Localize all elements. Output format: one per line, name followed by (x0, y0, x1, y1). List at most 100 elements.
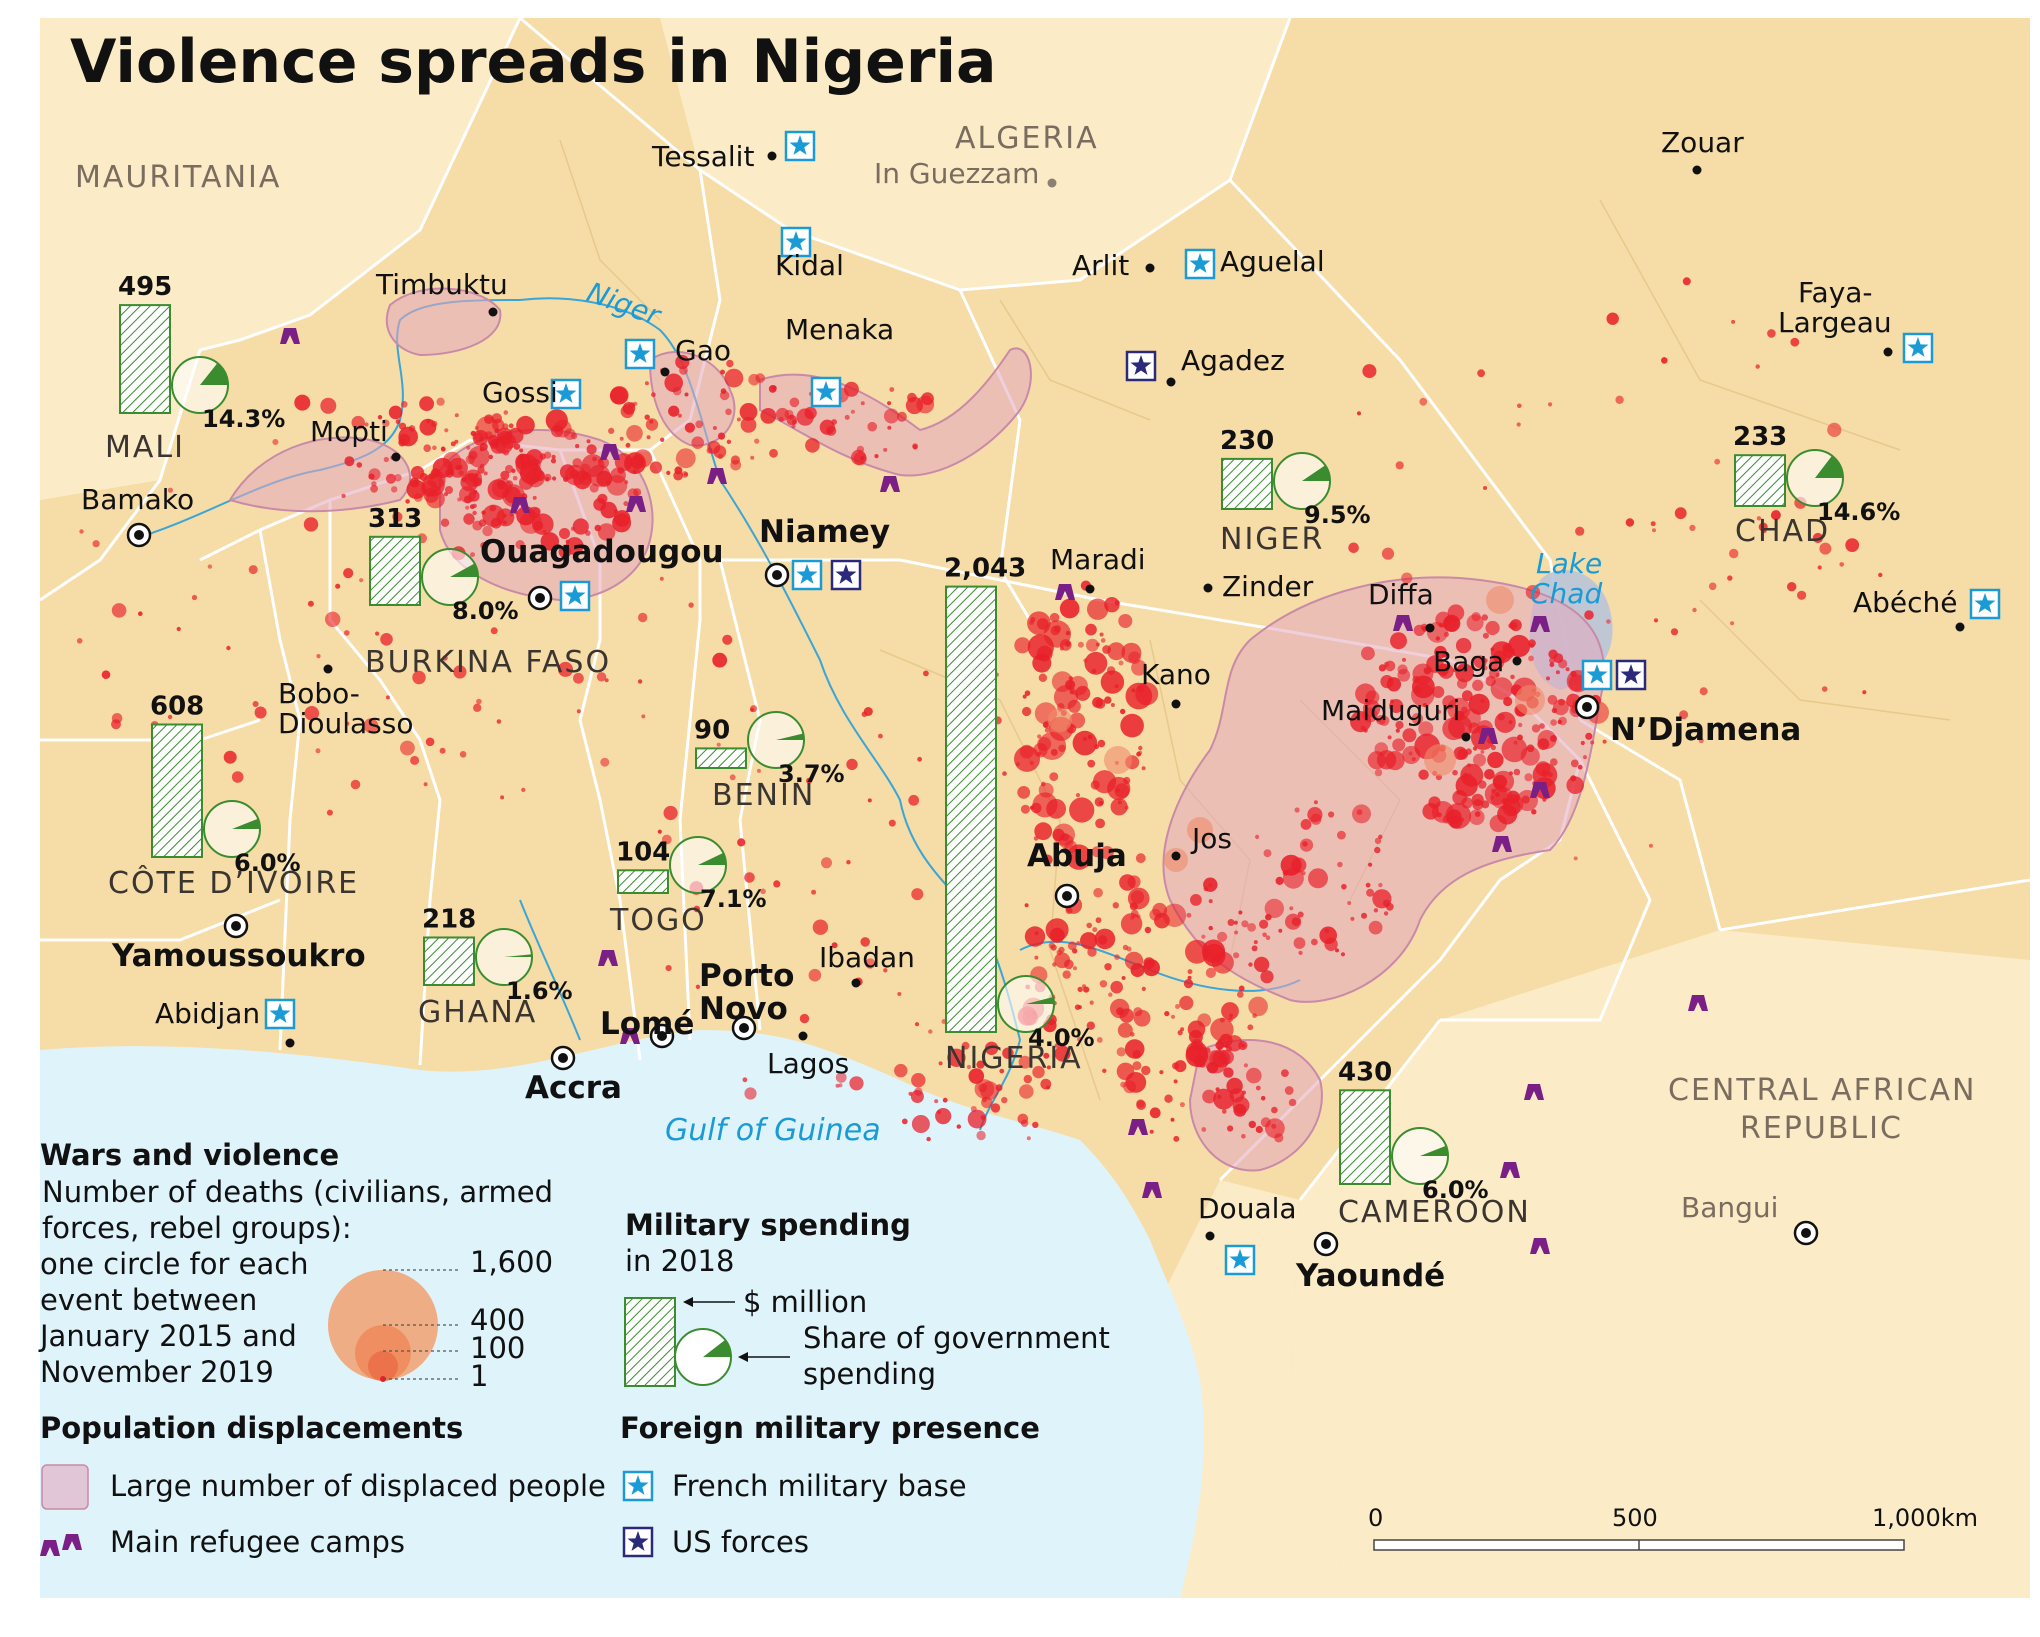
city-label: Porto Novo (699, 958, 794, 1027)
event-circle (1465, 748, 1472, 755)
event-circle (1201, 1127, 1207, 1132)
event-circle (1408, 751, 1413, 756)
event-circle (856, 445, 865, 454)
event-circle (624, 480, 629, 485)
event-circle (1466, 763, 1471, 768)
event-circle (457, 497, 462, 502)
event-circle (512, 475, 518, 481)
tent-shape (1478, 728, 1498, 744)
event-circle (544, 451, 552, 459)
spending-benin: 90 3.7% (694, 711, 845, 788)
event-circle (730, 455, 741, 465)
event-circle (624, 452, 646, 475)
event-circle (1034, 955, 1039, 960)
event-circle (1117, 1022, 1133, 1038)
legend-circle-label-400: 400 (470, 1303, 525, 1337)
event-circle (409, 477, 420, 488)
event-circle (1452, 668, 1457, 673)
event-circle (167, 487, 173, 493)
legend-foreign-title: Foreign military presence (620, 1411, 1040, 1445)
event-circle (1575, 526, 1585, 536)
event-circle (394, 474, 402, 482)
event-circle (395, 419, 401, 425)
event-circle (1755, 364, 1760, 369)
event-circle (917, 756, 922, 762)
event-circle (1387, 735, 1392, 740)
event-circle (502, 520, 507, 525)
event-circle (1104, 963, 1112, 971)
event-circle (897, 992, 902, 996)
event-circle (1878, 572, 1883, 578)
event-circle (1378, 664, 1386, 672)
event-circle (79, 529, 84, 534)
event-circle (1555, 670, 1560, 675)
event-circle (315, 748, 321, 754)
event-circle (1653, 618, 1659, 623)
city-label: Zouar (1661, 126, 1744, 159)
event-circle (1032, 653, 1052, 673)
event-circle (596, 672, 607, 682)
legend-wars-desc-4: event between (40, 1283, 257, 1317)
event-circle (1248, 1120, 1257, 1129)
tent-shape (510, 497, 530, 513)
spending-share-label: 9.5% (1304, 501, 1371, 529)
event-circle (1217, 1038, 1227, 1048)
event-circle (843, 381, 859, 397)
event-circle (726, 439, 732, 444)
event-circle (1350, 916, 1355, 921)
event-circle (1124, 1039, 1145, 1059)
event-circle (1520, 746, 1540, 766)
event-circle (1580, 740, 1585, 746)
event-circle (976, 1060, 985, 1069)
event-circle (1384, 660, 1396, 672)
city-label: Gao (675, 334, 731, 367)
event-circle (167, 714, 173, 720)
legend-french-label: French military base (672, 1469, 967, 1503)
event-circle (1092, 697, 1103, 708)
event-circle (223, 750, 237, 764)
event-circle (1714, 458, 1721, 465)
event-circle (1110, 980, 1123, 994)
event-circle (1179, 1102, 1185, 1108)
event-circle (1252, 1013, 1257, 1018)
event-circle (1144, 926, 1152, 934)
event-circle (465, 505, 470, 510)
event-circle (350, 779, 361, 790)
event-circle (646, 435, 651, 440)
tent-shape (707, 468, 727, 484)
event-circle (835, 1072, 847, 1083)
legend-french-base-icon (622, 1470, 654, 1502)
base-star (815, 381, 837, 401)
event-circle (500, 470, 510, 480)
event-circle (1674, 507, 1687, 520)
legend-wars-desc-1: Number of deaths (civilians, armed (42, 1175, 553, 1209)
event-circle (1202, 1089, 1216, 1104)
event-circle (1034, 931, 1039, 936)
event-circle (1770, 510, 1781, 521)
event-circle (1243, 1063, 1248, 1068)
event-circle (1046, 1065, 1051, 1070)
event-circle (1087, 598, 1109, 620)
spending-value-label: 495 (118, 272, 172, 302)
event-circle (799, 1013, 810, 1024)
event-circle (695, 984, 701, 989)
event-circle (1263, 849, 1272, 858)
event-circle (1577, 764, 1583, 770)
tent-icon (1055, 584, 1075, 600)
event-circle (444, 428, 449, 433)
event-circle (663, 805, 678, 821)
event-circle (1020, 1119, 1029, 1127)
base-star (796, 564, 818, 584)
city-dot (1145, 263, 1155, 273)
event-circle (1517, 734, 1523, 741)
event-circle-large (1048, 708, 1072, 732)
event-circle (691, 436, 704, 450)
event-circle (1395, 728, 1400, 733)
spending-share-slice (232, 818, 260, 829)
event-circle (1076, 941, 1081, 946)
event-circle (1223, 1067, 1234, 1078)
spending-share-label: 1.6% (506, 977, 573, 1005)
event-circle (1001, 1096, 1008, 1104)
event-circle (1452, 769, 1458, 776)
french-star-icon (624, 338, 656, 370)
